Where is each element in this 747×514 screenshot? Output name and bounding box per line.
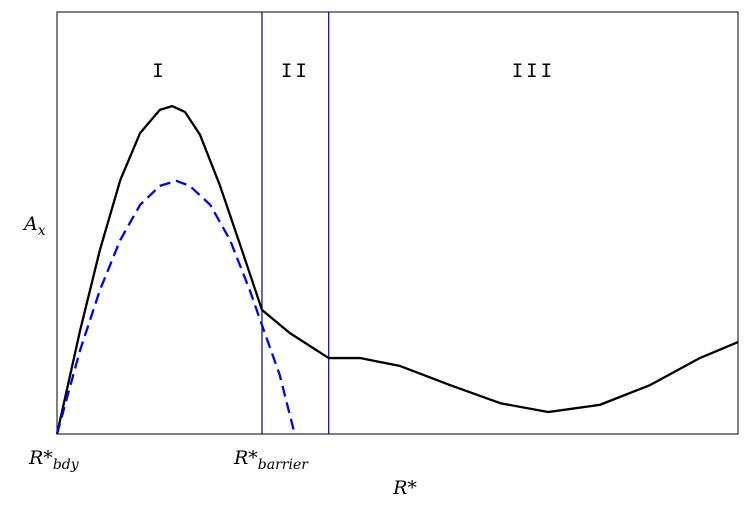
x-tick-label: R*bdy bbox=[28, 447, 80, 473]
curve bbox=[55, 179, 296, 435]
y-label-main: A bbox=[22, 213, 38, 235]
curve bbox=[55, 104, 739, 435]
plot-frame bbox=[56, 11, 739, 435]
x-tick-main: R* bbox=[233, 447, 258, 469]
region-label: III bbox=[512, 60, 555, 82]
y-label-sub: x bbox=[38, 223, 46, 239]
region-label: I bbox=[152, 60, 166, 82]
y-axis-label: Ax bbox=[22, 213, 46, 239]
x-tick-sub: barrier bbox=[258, 457, 309, 473]
x-tick-sub: bdy bbox=[53, 457, 80, 473]
region-label: II bbox=[281, 60, 310, 82]
x-tick-main: R* bbox=[28, 447, 53, 469]
x-axis-label: R* bbox=[392, 477, 417, 499]
x-tick-label: R*barrier bbox=[233, 447, 309, 473]
